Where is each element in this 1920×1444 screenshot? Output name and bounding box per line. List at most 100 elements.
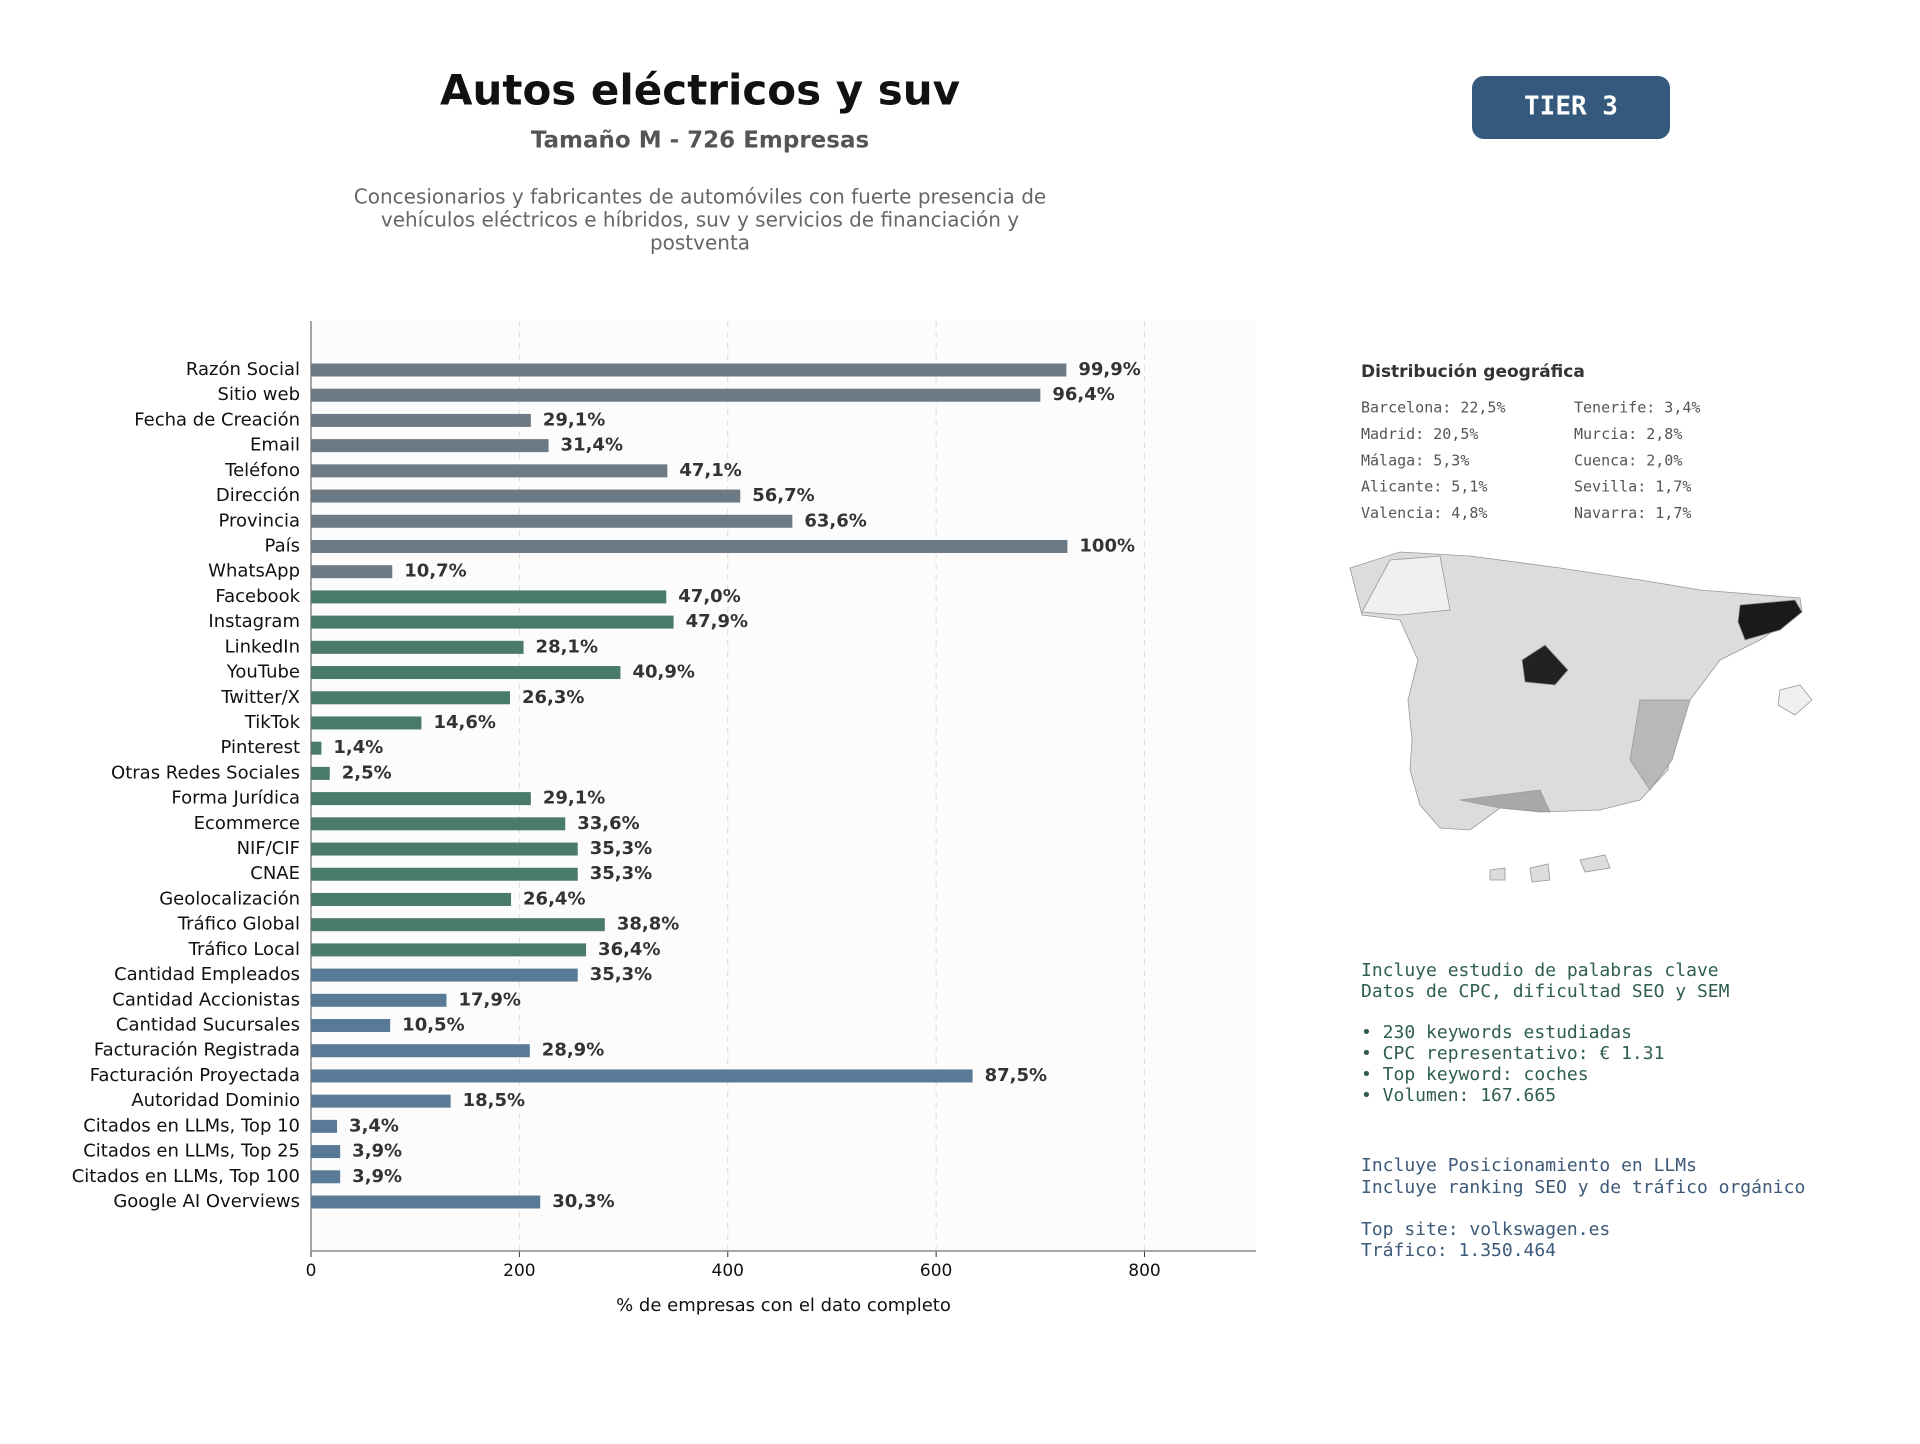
geo-item: Barcelona: 22,5% [1361, 399, 1506, 417]
value-label: 30,3% [552, 1191, 614, 1212]
value-label: 35,3% [590, 964, 652, 985]
geo-item: Málaga: 5,3% [1361, 451, 1469, 469]
y-tick-label: Dirección [216, 485, 300, 506]
y-tick-label: YouTube [226, 662, 300, 683]
bar [311, 590, 667, 604]
y-tick-label: Geolocalización [159, 888, 300, 909]
bar [311, 691, 511, 705]
bar [311, 1170, 341, 1184]
bar [311, 1069, 973, 1083]
y-tick-label: Facturación Registrada [94, 1040, 300, 1061]
description: Concesionarios y fabricantes de automóvi… [354, 185, 1046, 209]
x-tick-label: 800 [1128, 1261, 1160, 1281]
subtitle: Tamaño M - 726 Empresas [531, 128, 869, 154]
bar [311, 539, 1068, 553]
geo-item: Valencia: 4,8% [1361, 504, 1487, 522]
bar [311, 489, 741, 503]
bar [311, 1094, 451, 1108]
value-label: 29,1% [543, 409, 605, 430]
description: vehículos eléctricos e híbridos, suv y s… [381, 208, 1019, 232]
bar [311, 993, 447, 1007]
title: Autos eléctricos y suv [440, 66, 960, 115]
geo-item: Murcia: 2,8% [1574, 425, 1682, 443]
value-label: 100% [1079, 535, 1135, 556]
value-label: 10,7% [404, 561, 466, 582]
keyword-info: Datos de CPC, dificultad SEO y SEM [1361, 981, 1730, 1002]
y-tick-label: Autoridad Dominio [131, 1090, 300, 1111]
value-label: 26,4% [523, 888, 585, 909]
value-label: 1,4% [333, 737, 383, 758]
y-tick-label: Twitter/X [220, 687, 300, 708]
bar [311, 439, 549, 453]
value-label: 29,1% [543, 788, 605, 809]
value-label: 35,3% [590, 863, 652, 884]
value-label: 3,9% [352, 1141, 402, 1162]
y-tick-label: Forma Jurídica [171, 788, 300, 809]
value-label: 40,9% [632, 662, 694, 683]
x-tick-label: 400 [712, 1261, 744, 1281]
geo-item: Cuenca: 2,0% [1574, 451, 1682, 469]
y-tick-label: Google AI Overviews [113, 1191, 300, 1212]
plot-bg [311, 321, 1256, 1251]
llm-info: Tráfico: 1.350.464 [1361, 1240, 1556, 1261]
llm-info: Incluye Posicionamiento en LLMs [1361, 1155, 1697, 1176]
bar [311, 640, 524, 654]
value-label: 35,3% [590, 838, 652, 859]
bar [311, 363, 1067, 377]
bar [311, 817, 566, 831]
bar [311, 615, 674, 629]
y-tick-label: WhatsApp [208, 561, 300, 582]
bar [311, 565, 393, 579]
badge-bg [1472, 76, 1670, 139]
keyword-info: • 230 keywords estudiadas [1361, 1022, 1632, 1043]
value-label: 3,9% [352, 1166, 402, 1187]
llm-info: Incluye ranking SEO y de tráfico orgánic… [1361, 1177, 1805, 1198]
keyword-info: • CPC representativo: € 1.31 [1361, 1043, 1664, 1064]
bar [311, 514, 793, 528]
value-label: 3,4% [349, 1115, 399, 1136]
bar [311, 766, 330, 780]
y-tick-label: Cantidad Empleados [114, 964, 300, 985]
bar [311, 413, 531, 427]
keyword-info: Incluye estudio de palabras clave [1361, 960, 1719, 981]
bar [311, 464, 668, 478]
y-tick-label: Otras Redes Sociales [111, 762, 300, 783]
bar [311, 1044, 530, 1058]
y-tick-label: Tráfico Local [188, 939, 300, 960]
bar [311, 1145, 341, 1159]
y-tick-label: Ecommerce [194, 813, 300, 834]
bar [311, 792, 531, 806]
value-label: 26,3% [522, 687, 584, 708]
y-tick-label: Facturación Proyectada [90, 1065, 300, 1086]
y-tick-label: Provincia [218, 510, 300, 531]
value-label: 17,9% [458, 989, 520, 1010]
value-label: 36,4% [598, 939, 660, 960]
y-tick-label: TikTok [244, 712, 301, 733]
value-label: 87,5% [985, 1065, 1047, 1086]
value-label: 2,5% [342, 762, 392, 783]
region-barcelona [1737, 599, 1803, 641]
badge: TIER 3 [1524, 92, 1618, 122]
geo-item: Alicante: 5,1% [1361, 478, 1487, 496]
y-tick-label: Razón Social [186, 359, 300, 380]
y-tick-label: Email [250, 435, 300, 456]
value-label: 28,1% [536, 636, 598, 657]
x-tick-label: 0 [306, 1261, 317, 1281]
y-tick-label: Sitio web [218, 384, 300, 405]
y-tick-label: Citados en LLMs, Top 100 [72, 1166, 300, 1187]
baleares [1777, 684, 1813, 716]
bar [311, 388, 1041, 402]
bar [311, 943, 587, 957]
y-tick-label: Cantidad Accionistas [112, 989, 300, 1010]
geo-item: Sevilla: 1,7% [1574, 478, 1691, 496]
value-label: 28,9% [542, 1040, 604, 1061]
value-label: 14,6% [433, 712, 495, 733]
y-tick-label: Tráfico Global [177, 914, 300, 935]
geo-item: Tenerife: 3,4% [1574, 399, 1700, 417]
x-axis-label: % de empresas con el dato completo [616, 1295, 951, 1316]
x-tick-label: 600 [920, 1261, 952, 1281]
value-label: 18,5% [463, 1090, 525, 1111]
value-label: 31,4% [561, 435, 623, 456]
bar [311, 867, 578, 881]
